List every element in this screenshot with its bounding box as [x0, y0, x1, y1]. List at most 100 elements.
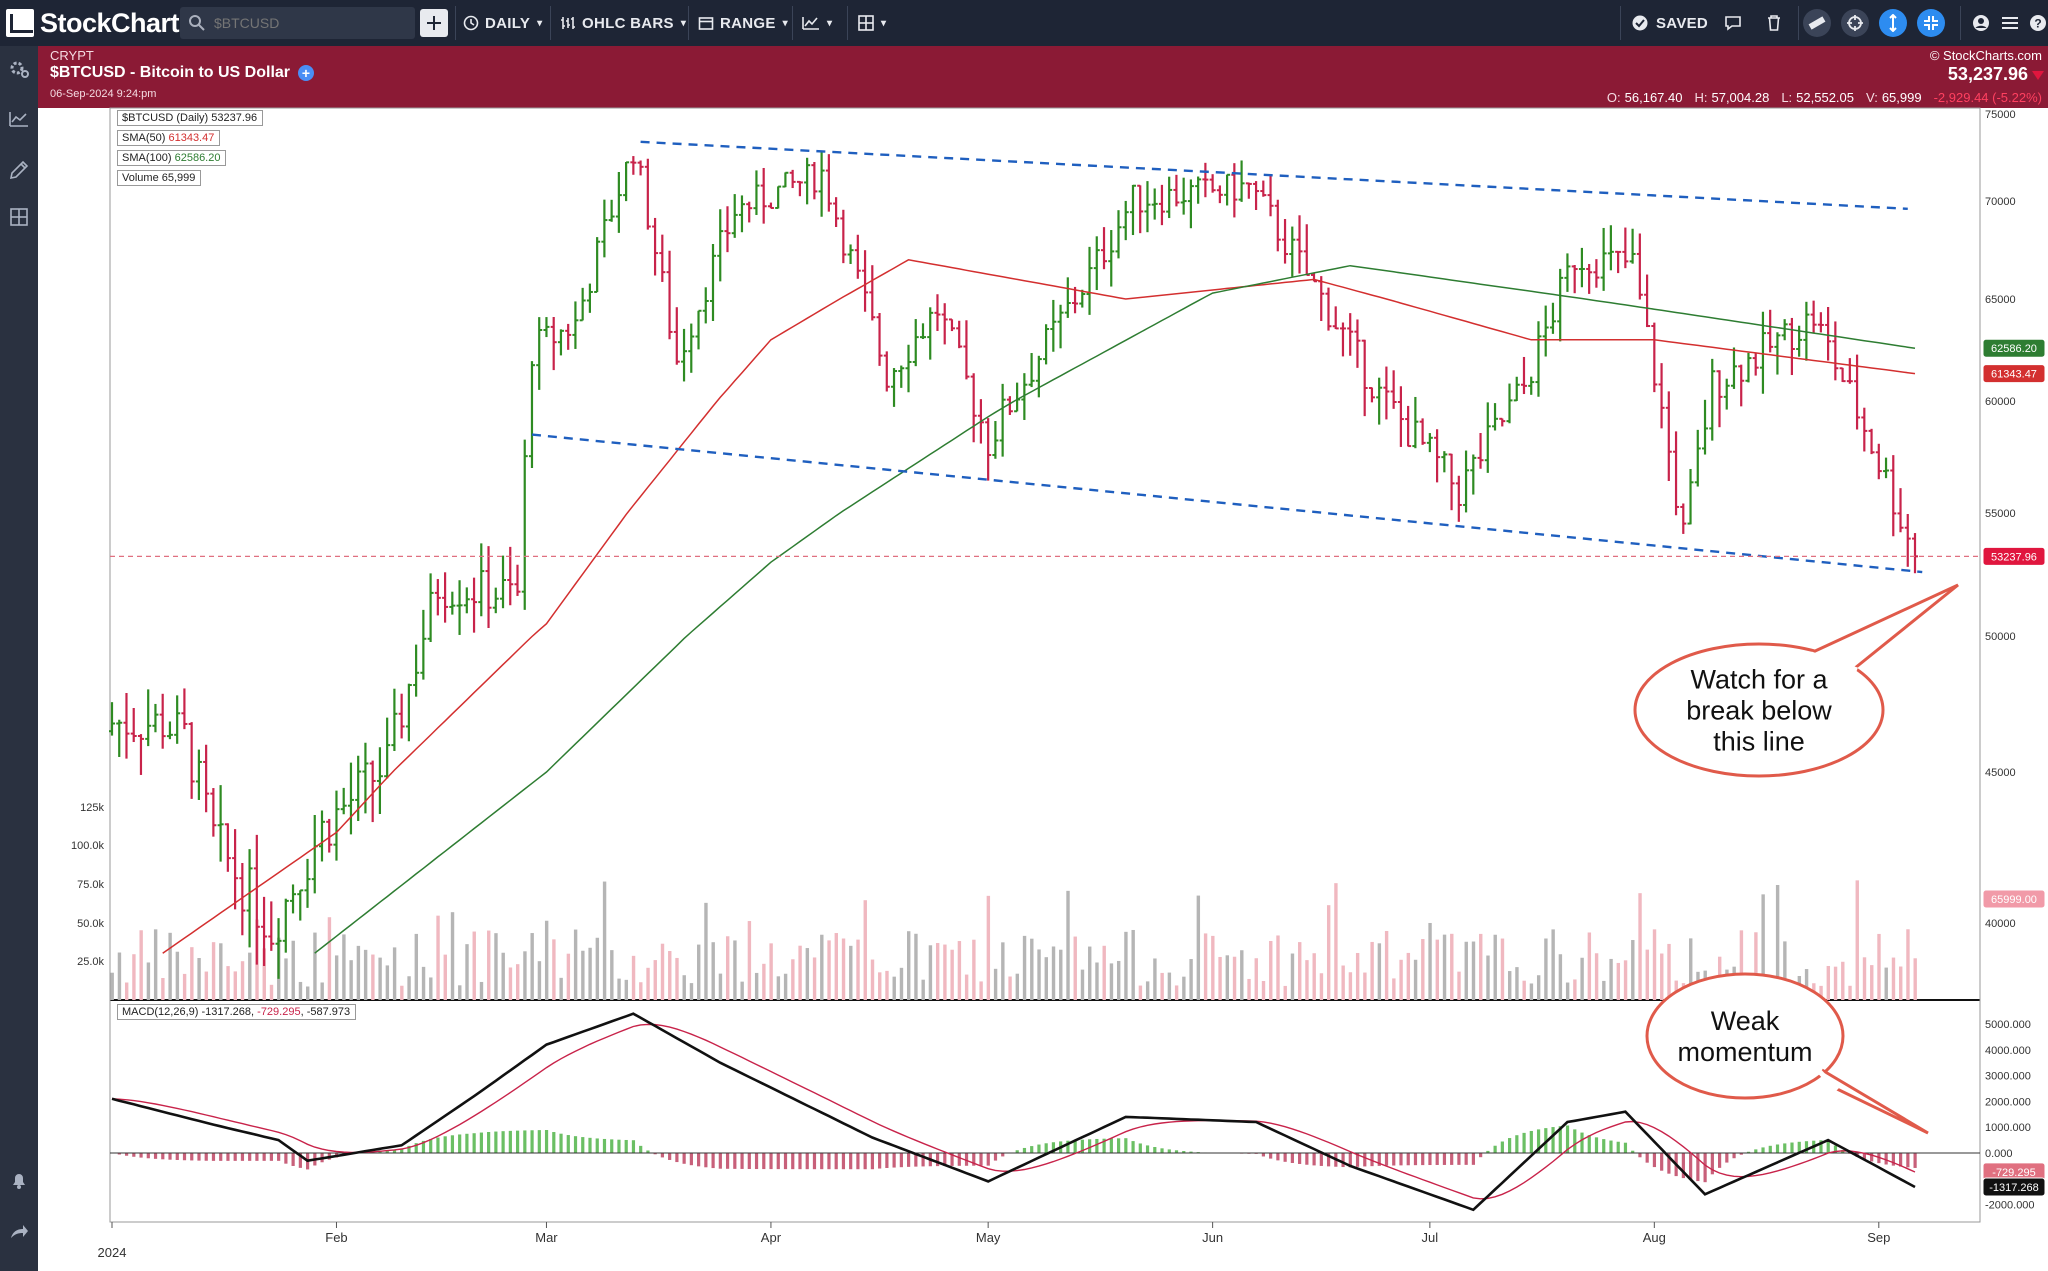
low-value: 52,552.05 — [1796, 90, 1855, 105]
date-tick-label: Jun — [1202, 1230, 1223, 1245]
volume-bar — [1804, 969, 1809, 1000]
account-button[interactable] — [1967, 9, 1995, 37]
macd-hist-bar — [515, 1130, 520, 1153]
macd-hist-bar — [834, 1153, 838, 1170]
volume-bar — [646, 967, 650, 1000]
volume-bar — [1312, 953, 1316, 1000]
macd-hist-bar — [733, 1153, 737, 1169]
macd-hist-bar — [219, 1153, 223, 1161]
legend-sma50: SMA(50) 61343.47 — [117, 130, 221, 146]
volume-bar — [704, 902, 708, 1000]
volume-bar — [356, 945, 361, 1000]
macd-hist-bar — [1015, 1150, 1019, 1153]
macd-hist-bar — [986, 1153, 990, 1166]
price-tick-label: 45000 — [1985, 767, 2016, 779]
macd-hist-bar — [226, 1153, 230, 1161]
macd-hist-bar — [1479, 1153, 1483, 1158]
macd-hist-bar — [1392, 1153, 1396, 1166]
legend-volume: Volume 65,999 — [117, 170, 202, 186]
chart-line-icon[interactable] — [9, 110, 29, 130]
macd-hist-bar — [950, 1153, 954, 1166]
comment-button[interactable] — [1719, 9, 1747, 37]
volume-bar — [508, 967, 513, 1000]
menu-button[interactable] — [1996, 9, 2024, 37]
volume-bar — [443, 954, 447, 1000]
vertical-zoom-button[interactable] — [1879, 9, 1907, 37]
volume-bar — [979, 981, 983, 1000]
volume-bar — [1116, 960, 1121, 1000]
add-button[interactable] — [420, 9, 448, 37]
layout-dropdown[interactable]: ▾ — [858, 0, 886, 46]
macd-hist-bar — [1681, 1153, 1685, 1179]
macd-hist-bar — [1667, 1153, 1671, 1174]
chart-type-dropdown[interactable]: OHLC BARS ▾ — [560, 0, 686, 46]
range-dropdown[interactable]: RANGE ▾ — [698, 0, 788, 46]
search-input[interactable] — [212, 14, 396, 32]
macd-hist-bar — [610, 1139, 614, 1153]
logo-icon — [6, 9, 34, 37]
macd-hist-bar — [1645, 1153, 1649, 1163]
volume-bar — [972, 939, 976, 1000]
volume-bar — [465, 944, 469, 1000]
saved-button[interactable]: SAVED — [1632, 0, 1708, 46]
indicators-dropdown[interactable]: ▾ — [802, 0, 832, 46]
add-symbol-icon[interactable]: + — [298, 65, 315, 81]
volume-bar — [856, 939, 860, 1000]
volume-bar — [993, 968, 998, 1000]
macd-hist-bar — [291, 1153, 295, 1166]
macd-hist-bar — [190, 1153, 194, 1161]
macd-hist-bar — [255, 1153, 259, 1161]
compress-button[interactable] — [1917, 9, 1945, 37]
volume-bar — [1022, 935, 1027, 1000]
volume-bar — [1044, 957, 1048, 1000]
volume-bar — [248, 952, 252, 1000]
macd-hist-bar — [1131, 1141, 1135, 1153]
volume-bar — [284, 958, 288, 1000]
volume-bar — [1783, 941, 1787, 1000]
volume-bar — [1457, 971, 1461, 1000]
volume-bar — [827, 940, 831, 1000]
volume-bar — [863, 900, 867, 1000]
macd-hist-bar — [1493, 1145, 1497, 1153]
macd-hist-bar — [1363, 1153, 1367, 1167]
date-tick-label: Aug — [1643, 1230, 1666, 1245]
volume-bar — [776, 976, 781, 1000]
price-tick-label: 60000 — [1985, 396, 2016, 408]
volume-bar — [957, 941, 962, 1000]
volume-bar — [762, 963, 766, 1000]
macd-hist-bar — [653, 1153, 657, 1155]
volume-bar — [1413, 959, 1418, 1000]
volume-bar — [1153, 958, 1157, 1000]
volume-bar — [233, 971, 237, 1000]
macd-hist-bar — [1833, 1145, 1838, 1153]
layout-grid-icon[interactable] — [9, 208, 29, 228]
stockcharts-logo[interactable]: StockCharts — [6, 6, 194, 40]
ruler-tool-button[interactable] — [1803, 9, 1831, 37]
macd-hist-bar — [776, 1153, 780, 1170]
drawing-tools-icon[interactable] — [9, 160, 29, 180]
settings-icon[interactable] — [9, 60, 29, 80]
period-dropdown[interactable]: DAILY ▾ — [463, 0, 542, 46]
delete-button[interactable] — [1760, 9, 1788, 37]
volume-bar — [1189, 959, 1193, 1000]
macd-hist-bar — [537, 1130, 541, 1153]
volume-bar — [262, 948, 266, 1000]
volume-bar — [1254, 958, 1258, 1000]
volume-bar — [204, 971, 209, 1000]
help-button[interactable]: ? — [2024, 9, 2048, 37]
volume-bar — [1891, 957, 1896, 1000]
chevron-down-icon: ▾ — [782, 17, 788, 29]
macd-hist-bar — [1508, 1138, 1512, 1153]
macd-tag-box — [1982, 1177, 2046, 1197]
macd-hist-bar — [1355, 1153, 1360, 1167]
volume-bar — [725, 936, 730, 1000]
symbol-search[interactable] — [180, 7, 415, 39]
share-icon[interactable] — [9, 1222, 29, 1242]
volume-bar — [240, 961, 245, 1000]
volume-bar — [1616, 962, 1621, 1000]
bell-icon[interactable] — [9, 1170, 29, 1190]
macd-hist-bar — [682, 1153, 686, 1164]
lower-trendline — [531, 433, 1923, 574]
crosshair-button[interactable] — [1841, 9, 1869, 37]
